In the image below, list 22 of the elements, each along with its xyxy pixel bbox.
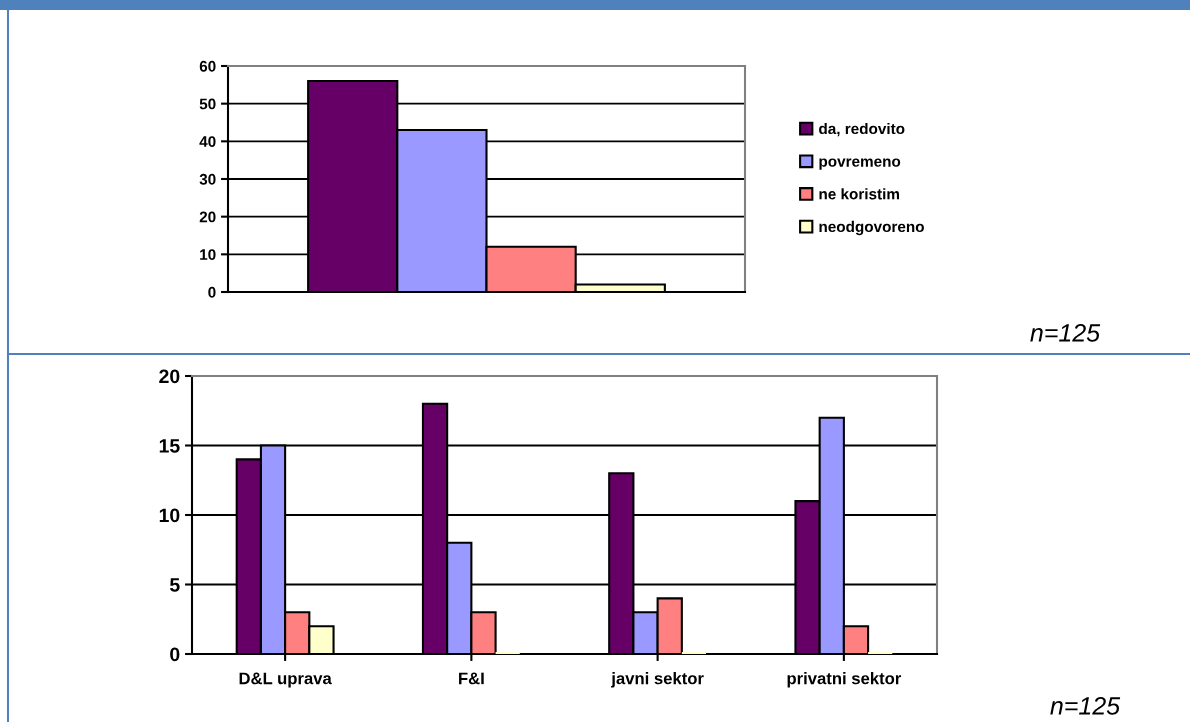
legend-label: da, redovito xyxy=(819,122,905,137)
y-tick-label: 40 xyxy=(199,136,216,148)
text: n=125 xyxy=(1030,324,1101,342)
text: n=125 xyxy=(1050,697,1121,715)
legend-label: ne koristim xyxy=(819,188,899,200)
legend-label: povremeno xyxy=(819,158,901,170)
x-tick-label: D&L uprava xyxy=(239,672,332,688)
y-tick-label: 20 xyxy=(199,211,216,223)
legend-label: neodgovoreno xyxy=(819,220,924,236)
y-tick-label: 10 xyxy=(200,249,216,261)
x-tick-label: javni sektor xyxy=(611,672,704,688)
y-tick-label: 0 xyxy=(208,286,216,298)
y-tick-label: 5 xyxy=(169,578,180,592)
x-tick-label: privatni sektor xyxy=(787,672,902,688)
y-tick-label: 0 xyxy=(170,647,180,662)
y-tick-label: 60 xyxy=(199,60,216,72)
y-tick-label: 30 xyxy=(199,173,216,185)
y-tick-label: 50 xyxy=(199,98,216,110)
y-tick-label: 15 xyxy=(159,439,180,453)
x-tick-label: F&I xyxy=(459,672,484,685)
y-tick-label: 10 xyxy=(159,508,180,523)
y-tick-label: 20 xyxy=(159,369,180,384)
